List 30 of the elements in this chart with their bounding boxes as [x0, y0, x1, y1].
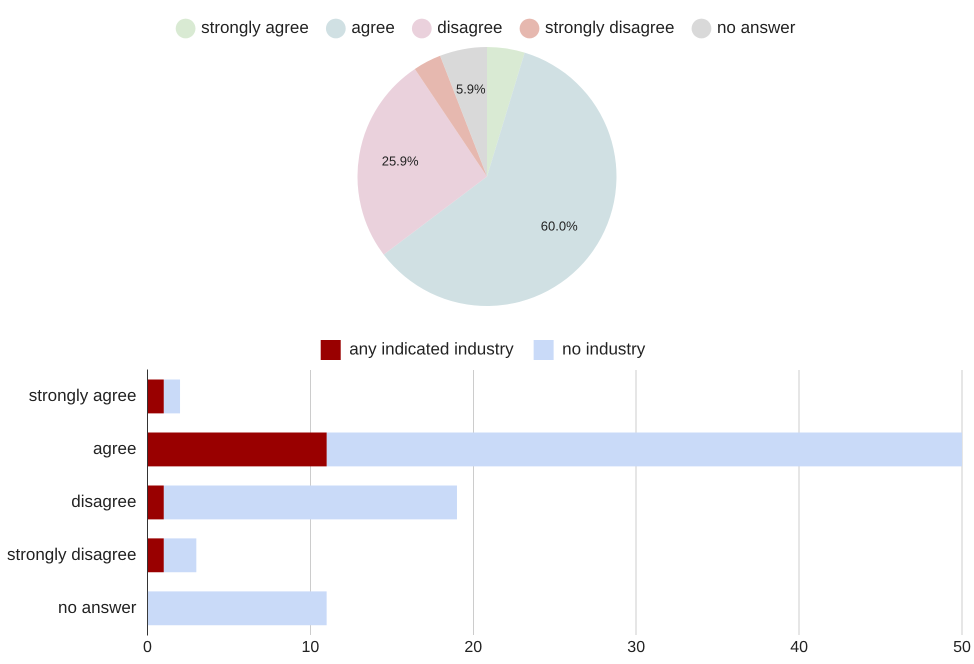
bar	[148, 380, 164, 414]
bar	[164, 485, 457, 520]
x-tick-label: 40	[790, 638, 808, 656]
bar	[148, 538, 164, 572]
y-tick-label: disagree	[71, 492, 136, 512]
x-tick-label: 0	[143, 638, 152, 656]
legend-label: strongly disagree	[545, 18, 674, 38]
bar	[148, 485, 164, 520]
legend-label: strongly agree	[201, 18, 309, 38]
bar	[326, 432, 962, 466]
bar	[164, 538, 196, 572]
x-tick-label: 20	[464, 638, 482, 656]
y-tick-label: agree	[92, 439, 136, 458]
x-tick-label: 50	[953, 638, 971, 656]
x-tick-label: 10	[301, 638, 320, 656]
data-label: 60.0%	[540, 218, 578, 234]
bar	[164, 380, 180, 414]
data-label: 5.9%	[456, 82, 486, 97]
legend-label: no answer	[716, 18, 796, 38]
legend-label: no industry	[562, 340, 646, 359]
y-tick-label: strongly agree	[28, 386, 136, 406]
data-label: 25.9%	[382, 153, 420, 168]
legend-label: any indicated industry	[349, 340, 514, 359]
bar	[148, 432, 327, 466]
x-tick-label: 30	[627, 638, 646, 656]
legend-label: agree	[351, 18, 395, 38]
y-tick-label: strongly disagree	[6, 545, 136, 564]
legend-label: disagree	[437, 18, 503, 38]
y-tick-label: no answer	[58, 598, 137, 618]
bar	[148, 591, 327, 626]
